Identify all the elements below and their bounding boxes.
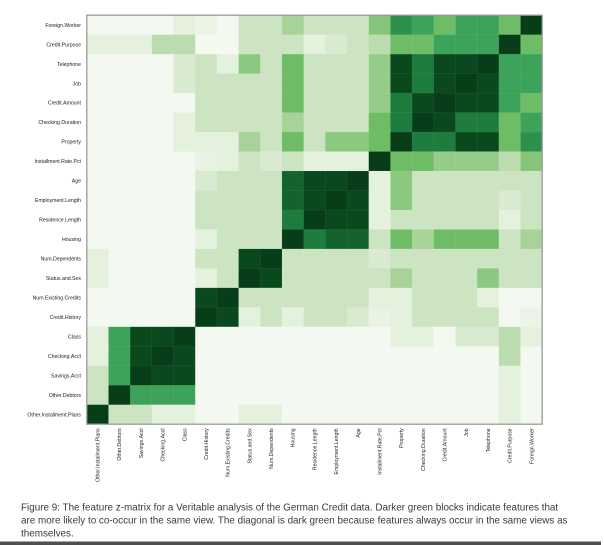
- svg-text:Residence.Length: Residence.Length: [312, 428, 318, 470]
- svg-text:Other.Debtors: Other.Debtors: [49, 393, 82, 399]
- svg-text:Num.Dependents: Num.Dependents: [41, 257, 82, 263]
- svg-text:Residence.Length: Residence.Length: [39, 218, 81, 224]
- svg-text:Foreign.Worker: Foreign.Worker: [45, 23, 81, 29]
- svg-text:Telephone: Telephone: [486, 428, 492, 452]
- svg-text:Property: Property: [61, 140, 81, 146]
- svg-text:are more likely to co-occur in: are more likely to co-occur in the same …: [21, 516, 568, 527]
- svg-text:Num.Existing.Credits: Num.Existing.Credits: [33, 296, 82, 302]
- svg-text:Age: Age: [72, 179, 81, 185]
- svg-text:Savings.Acct: Savings.Acct: [139, 428, 145, 459]
- svg-text:Credit.Purpose: Credit.Purpose: [508, 428, 514, 463]
- svg-text:Housing: Housing: [62, 237, 81, 243]
- svg-text:Credit.Amount: Credit.Amount: [443, 428, 449, 462]
- svg-text:Checking.Acct: Checking.Acct: [161, 428, 167, 462]
- svg-text:Credit.Amount: Credit.Amount: [48, 101, 82, 107]
- svg-text:Installment.Rate.Pct: Installment.Rate.Pct: [377, 428, 383, 475]
- svg-text:Housing: Housing: [291, 428, 297, 447]
- svg-text:Property: Property: [399, 428, 405, 448]
- svg-text:Status.and.Sex: Status.and.Sex: [247, 428, 253, 464]
- svg-text:Checking.Duration: Checking.Duration: [38, 120, 81, 126]
- svg-text:Foreign.Worker: Foreign.Worker: [529, 428, 535, 464]
- svg-text:themselves.: themselves.: [21, 529, 74, 540]
- svg-text:Num.Existing.Credits: Num.Existing.Credits: [226, 428, 232, 477]
- svg-text:Class: Class: [68, 334, 81, 340]
- svg-text:Status.and.Sex: Status.and.Sex: [46, 276, 82, 282]
- svg-text:Employment.Length: Employment.Length: [35, 198, 81, 204]
- svg-text:Telephone: Telephone: [57, 62, 81, 68]
- svg-text:Job: Job: [73, 81, 81, 87]
- svg-text:Other.Installment.Plans: Other.Installment.Plans: [96, 428, 102, 482]
- svg-text:Credit.History: Credit.History: [50, 315, 82, 321]
- svg-text:Age: Age: [356, 428, 362, 437]
- svg-text:Credit.History: Credit.History: [204, 428, 210, 460]
- svg-text:Checking.Duration: Checking.Duration: [421, 428, 427, 471]
- svg-text:Class: Class: [182, 428, 188, 441]
- svg-text:Num.Dependents: Num.Dependents: [269, 428, 275, 469]
- svg-text:Installment.Rate.Pct: Installment.Rate.Pct: [35, 159, 82, 165]
- svg-text:Other.Installment.Plans: Other.Installment.Plans: [27, 412, 81, 418]
- svg-text:Savings.Acct: Savings.Acct: [51, 373, 82, 379]
- svg-text:Job: Job: [464, 428, 470, 436]
- svg-text:Credit.Purpose: Credit.Purpose: [46, 42, 81, 48]
- svg-text:Employment.Length: Employment.Length: [334, 428, 340, 474]
- svg-text:Other.Debtors: Other.Debtors: [117, 428, 123, 461]
- svg-text:Checking.Acct: Checking.Acct: [48, 354, 82, 360]
- svg-text:Figure 9: The feature z-matrix: Figure 9: The feature z-matrix for a Ver…: [21, 503, 558, 514]
